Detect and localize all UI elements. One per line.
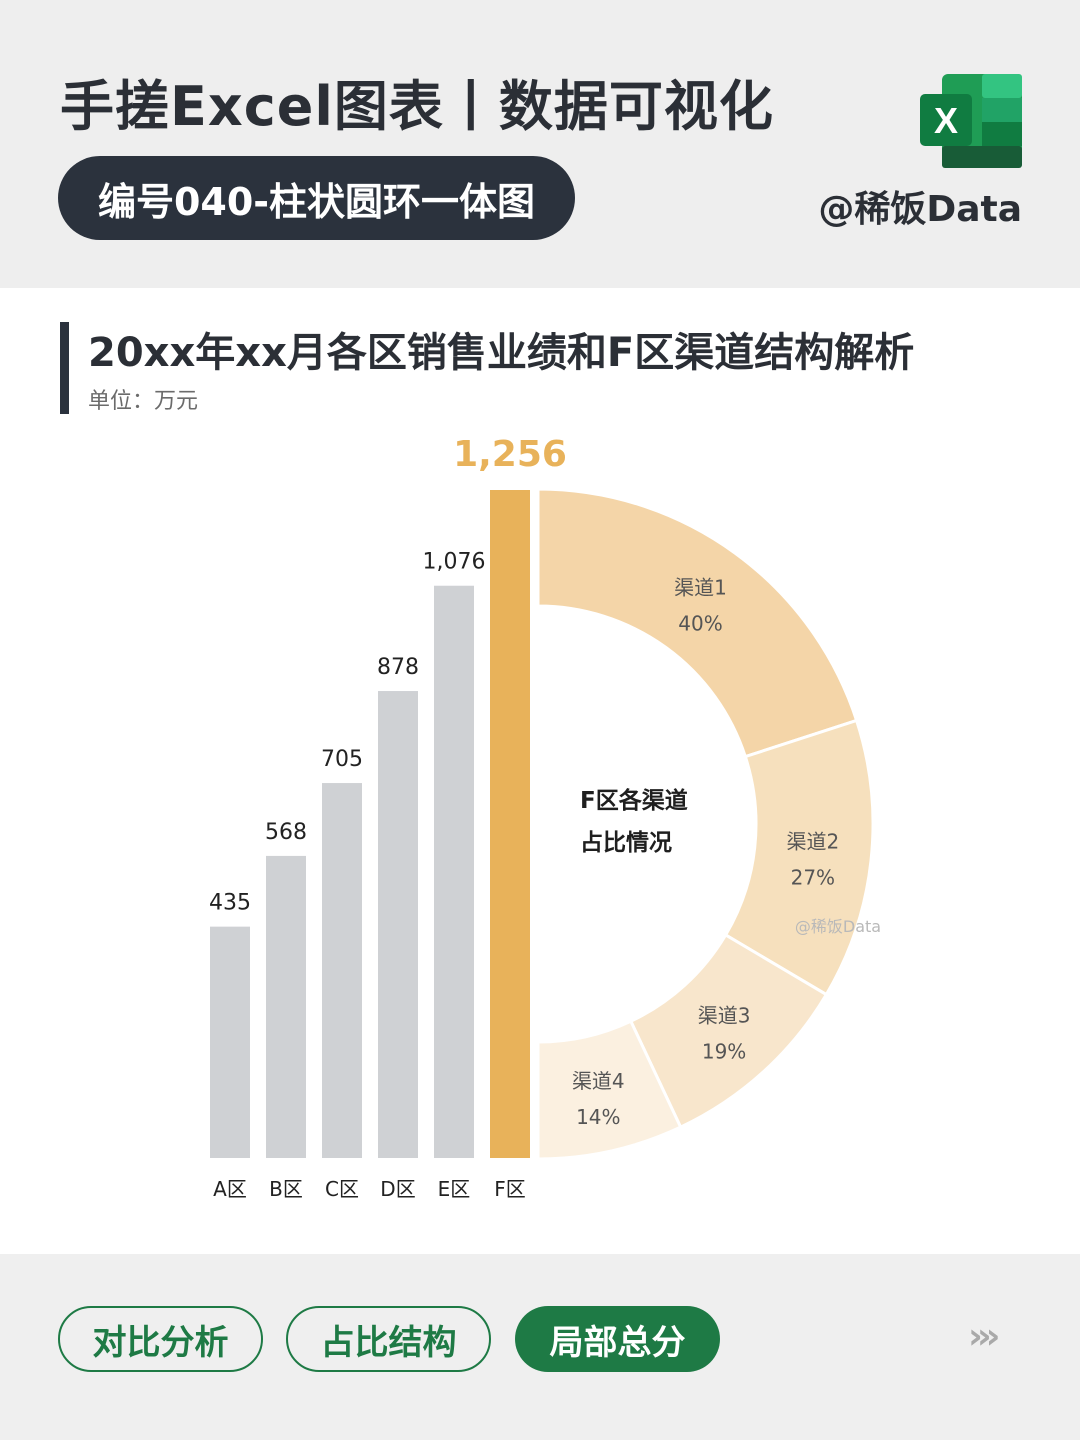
page-title: 手搓Excel图表丨数据可视化	[60, 75, 774, 138]
donut-slice-渠道4	[536, 1019, 683, 1161]
bar-value-label: 1,256	[453, 434, 567, 475]
bar-B区	[266, 855, 306, 1158]
bar-value-label: 435	[209, 891, 251, 916]
header-area	[0, 0, 1080, 288]
bar-category-label: C区	[325, 1177, 359, 1201]
donut-slice-percent: 14%	[576, 1105, 620, 1129]
bar-category-label: A区	[213, 1177, 247, 1201]
tag-contrast-analysis[interactable]: 对比分析	[58, 1306, 263, 1372]
tag-proportion-structure[interactable]: 占比结构	[286, 1306, 491, 1372]
tag-label: 占比结构	[320, 1322, 457, 1363]
excel-icon: X	[920, 74, 1022, 168]
donut-center-title: 占比情况	[580, 830, 672, 856]
bar-value-label: 568	[265, 820, 307, 845]
bar-category-label: D区	[380, 1177, 415, 1201]
bar-C区	[322, 783, 362, 1158]
bar-category-label: F区	[494, 1177, 526, 1201]
bar-category-label: E区	[438, 1177, 471, 1201]
bar-value-label: 705	[321, 747, 363, 772]
tag-label: 局部总分	[549, 1322, 686, 1363]
bar-A区	[210, 926, 250, 1158]
bar-value-label: 878	[377, 655, 419, 680]
donut-slice-percent: 19%	[702, 1040, 746, 1064]
chart-title: 20xx年xx月各区销售业绩和F区渠道结构解析	[88, 330, 915, 376]
bar-category-label: B区	[269, 1177, 303, 1201]
donut-slice-label: 渠道1	[674, 575, 727, 599]
brand-label: @稀饭Data	[818, 189, 1022, 230]
donut-slice-label: 渠道3	[698, 1004, 751, 1028]
donut-slice-渠道1	[536, 487, 859, 759]
chart-code-label: 编号040-柱状圆环一体图	[97, 179, 536, 224]
chart-watermark: @稀饭Data	[795, 917, 881, 936]
donut-slice-percent: 27%	[791, 865, 835, 889]
excel-icon-letter: X	[934, 100, 958, 141]
donut-slice-label: 渠道4	[572, 1069, 625, 1093]
chevrons-right-icon[interactable]: ›››	[968, 1316, 1000, 1357]
bar-E区	[434, 585, 474, 1158]
bar-value-label: 1,076	[423, 550, 486, 575]
title-accent-bar	[60, 322, 69, 414]
donut-center-title: F区各渠道	[580, 787, 688, 814]
chart-code-pill: 编号040-柱状圆环一体图	[58, 156, 575, 240]
bar-F区	[490, 490, 530, 1158]
bar-D区	[378, 691, 418, 1158]
tag-label: 对比分析	[92, 1322, 229, 1363]
donut-slice-percent: 40%	[678, 611, 722, 635]
donut-slice-label: 渠道2	[786, 829, 839, 853]
tag-part-whole[interactable]: 局部总分	[515, 1306, 720, 1372]
chart-unit: 单位：万元	[88, 389, 199, 414]
